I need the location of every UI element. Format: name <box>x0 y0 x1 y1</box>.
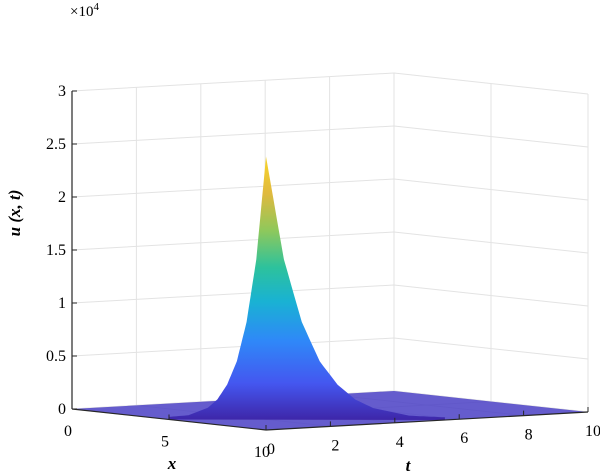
x-tick-label: 5 <box>161 434 169 451</box>
axis-labels: u (x, t) x t ×104 <box>5 1 412 473</box>
t-tick-label: 8 <box>525 427 533 444</box>
t-tick-label: 2 <box>331 437 339 454</box>
t-tick-label: 6 <box>460 430 468 447</box>
surface-mesh <box>72 156 588 430</box>
z-tick-label: 2 <box>58 189 66 206</box>
z-tick-label: 3 <box>58 83 66 100</box>
x-axis-label: x <box>167 454 177 473</box>
z-axis-label: u (x, t) <box>5 190 24 237</box>
z-tick-label: 2.5 <box>46 136 66 153</box>
t-tick-label: 10 <box>585 423 600 440</box>
x-tick-label: 0 <box>64 423 72 440</box>
z-multiplier: ×104 <box>70 1 99 20</box>
surface-peak <box>169 156 445 420</box>
z-tick-label: 0 <box>58 401 66 418</box>
z-tick-label: 1 <box>58 295 66 312</box>
z-tick-label: 1.5 <box>46 242 66 259</box>
t-axis-line <box>265 411 589 431</box>
z-tick-label: 0.5 <box>46 348 66 365</box>
t-tick-label: 0 <box>267 441 275 458</box>
t-axis-label: t <box>406 456 412 473</box>
x-tick-label: 10 <box>254 444 270 461</box>
t-tick-label: 4 <box>396 434 404 451</box>
